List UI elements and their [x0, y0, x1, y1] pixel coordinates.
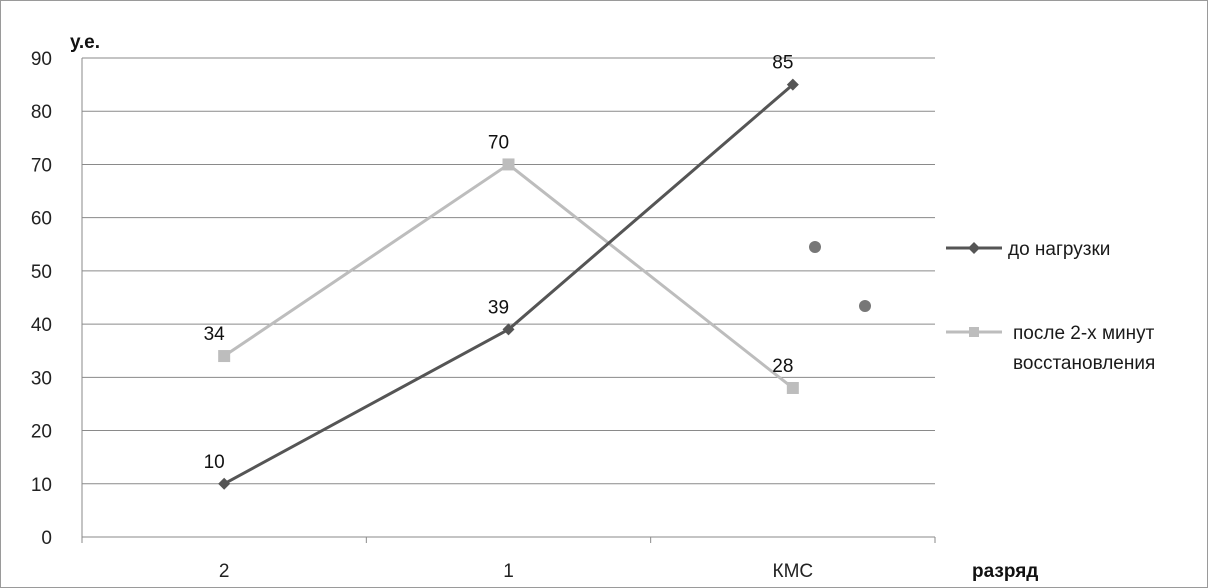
stray-dot [859, 300, 871, 312]
data-point-diamond [502, 323, 515, 336]
data-point-diamond [786, 78, 799, 91]
series [218, 78, 799, 490]
gridlines [82, 57, 935, 485]
y-tick-label: 60 [31, 209, 52, 230]
y-tick-label: 10 [31, 475, 52, 496]
y-tick-label: 40 [31, 315, 52, 336]
data-point-square [786, 381, 799, 394]
axes [81, 58, 936, 543]
y-axis-title: у.е. [70, 32, 100, 53]
legend-label-series-2-line-2: восстановления [1013, 353, 1155, 374]
legend-label-series-1: до нагрузки [1008, 239, 1110, 260]
x-tick-label: 2 [219, 561, 230, 582]
legend-marker-diamond [968, 242, 980, 254]
data-label: 85 [772, 53, 793, 74]
y-tick-label: 0 [41, 528, 52, 549]
series-line-2 [223, 162, 794, 390]
data-label: 28 [772, 356, 793, 377]
legend-marker-square [969, 327, 979, 337]
data-label: 34 [204, 324, 226, 345]
x-tick-labels: 2 1 КМС [219, 561, 813, 582]
y-tick-label: 30 [31, 368, 52, 389]
data-labels: 34 70 28 10 39 85 [204, 53, 794, 473]
data-label: 70 [488, 132, 509, 153]
stray-dot [809, 241, 821, 253]
y-tick-label: 80 [31, 102, 52, 123]
data-label: 10 [204, 452, 225, 473]
data-point-diamond [218, 477, 231, 490]
x-tick-label: КМС [773, 561, 814, 582]
y-tick-label: 70 [31, 155, 52, 176]
x-tick-label: 1 [503, 561, 514, 582]
legend: до нагрузки после 2-х минут восстановлен… [946, 239, 1155, 374]
data-point-square [502, 158, 515, 171]
legend-label-series-2-line-1: после 2-х минут [1013, 323, 1155, 344]
y-tick-label: 50 [31, 262, 52, 283]
legend-item-series-1: до нагрузки [946, 239, 1110, 260]
y-tick-label: 90 [31, 49, 52, 70]
legend-item-series-2: после 2-х минут восстановления [946, 323, 1155, 374]
data-label: 39 [488, 297, 509, 318]
y-tick-labels: 0 10 20 30 40 50 60 70 80 90 [31, 49, 52, 549]
y-tick-label: 20 [31, 422, 52, 443]
x-axis-title: разряд [972, 561, 1038, 582]
data-point-square [218, 350, 231, 363]
